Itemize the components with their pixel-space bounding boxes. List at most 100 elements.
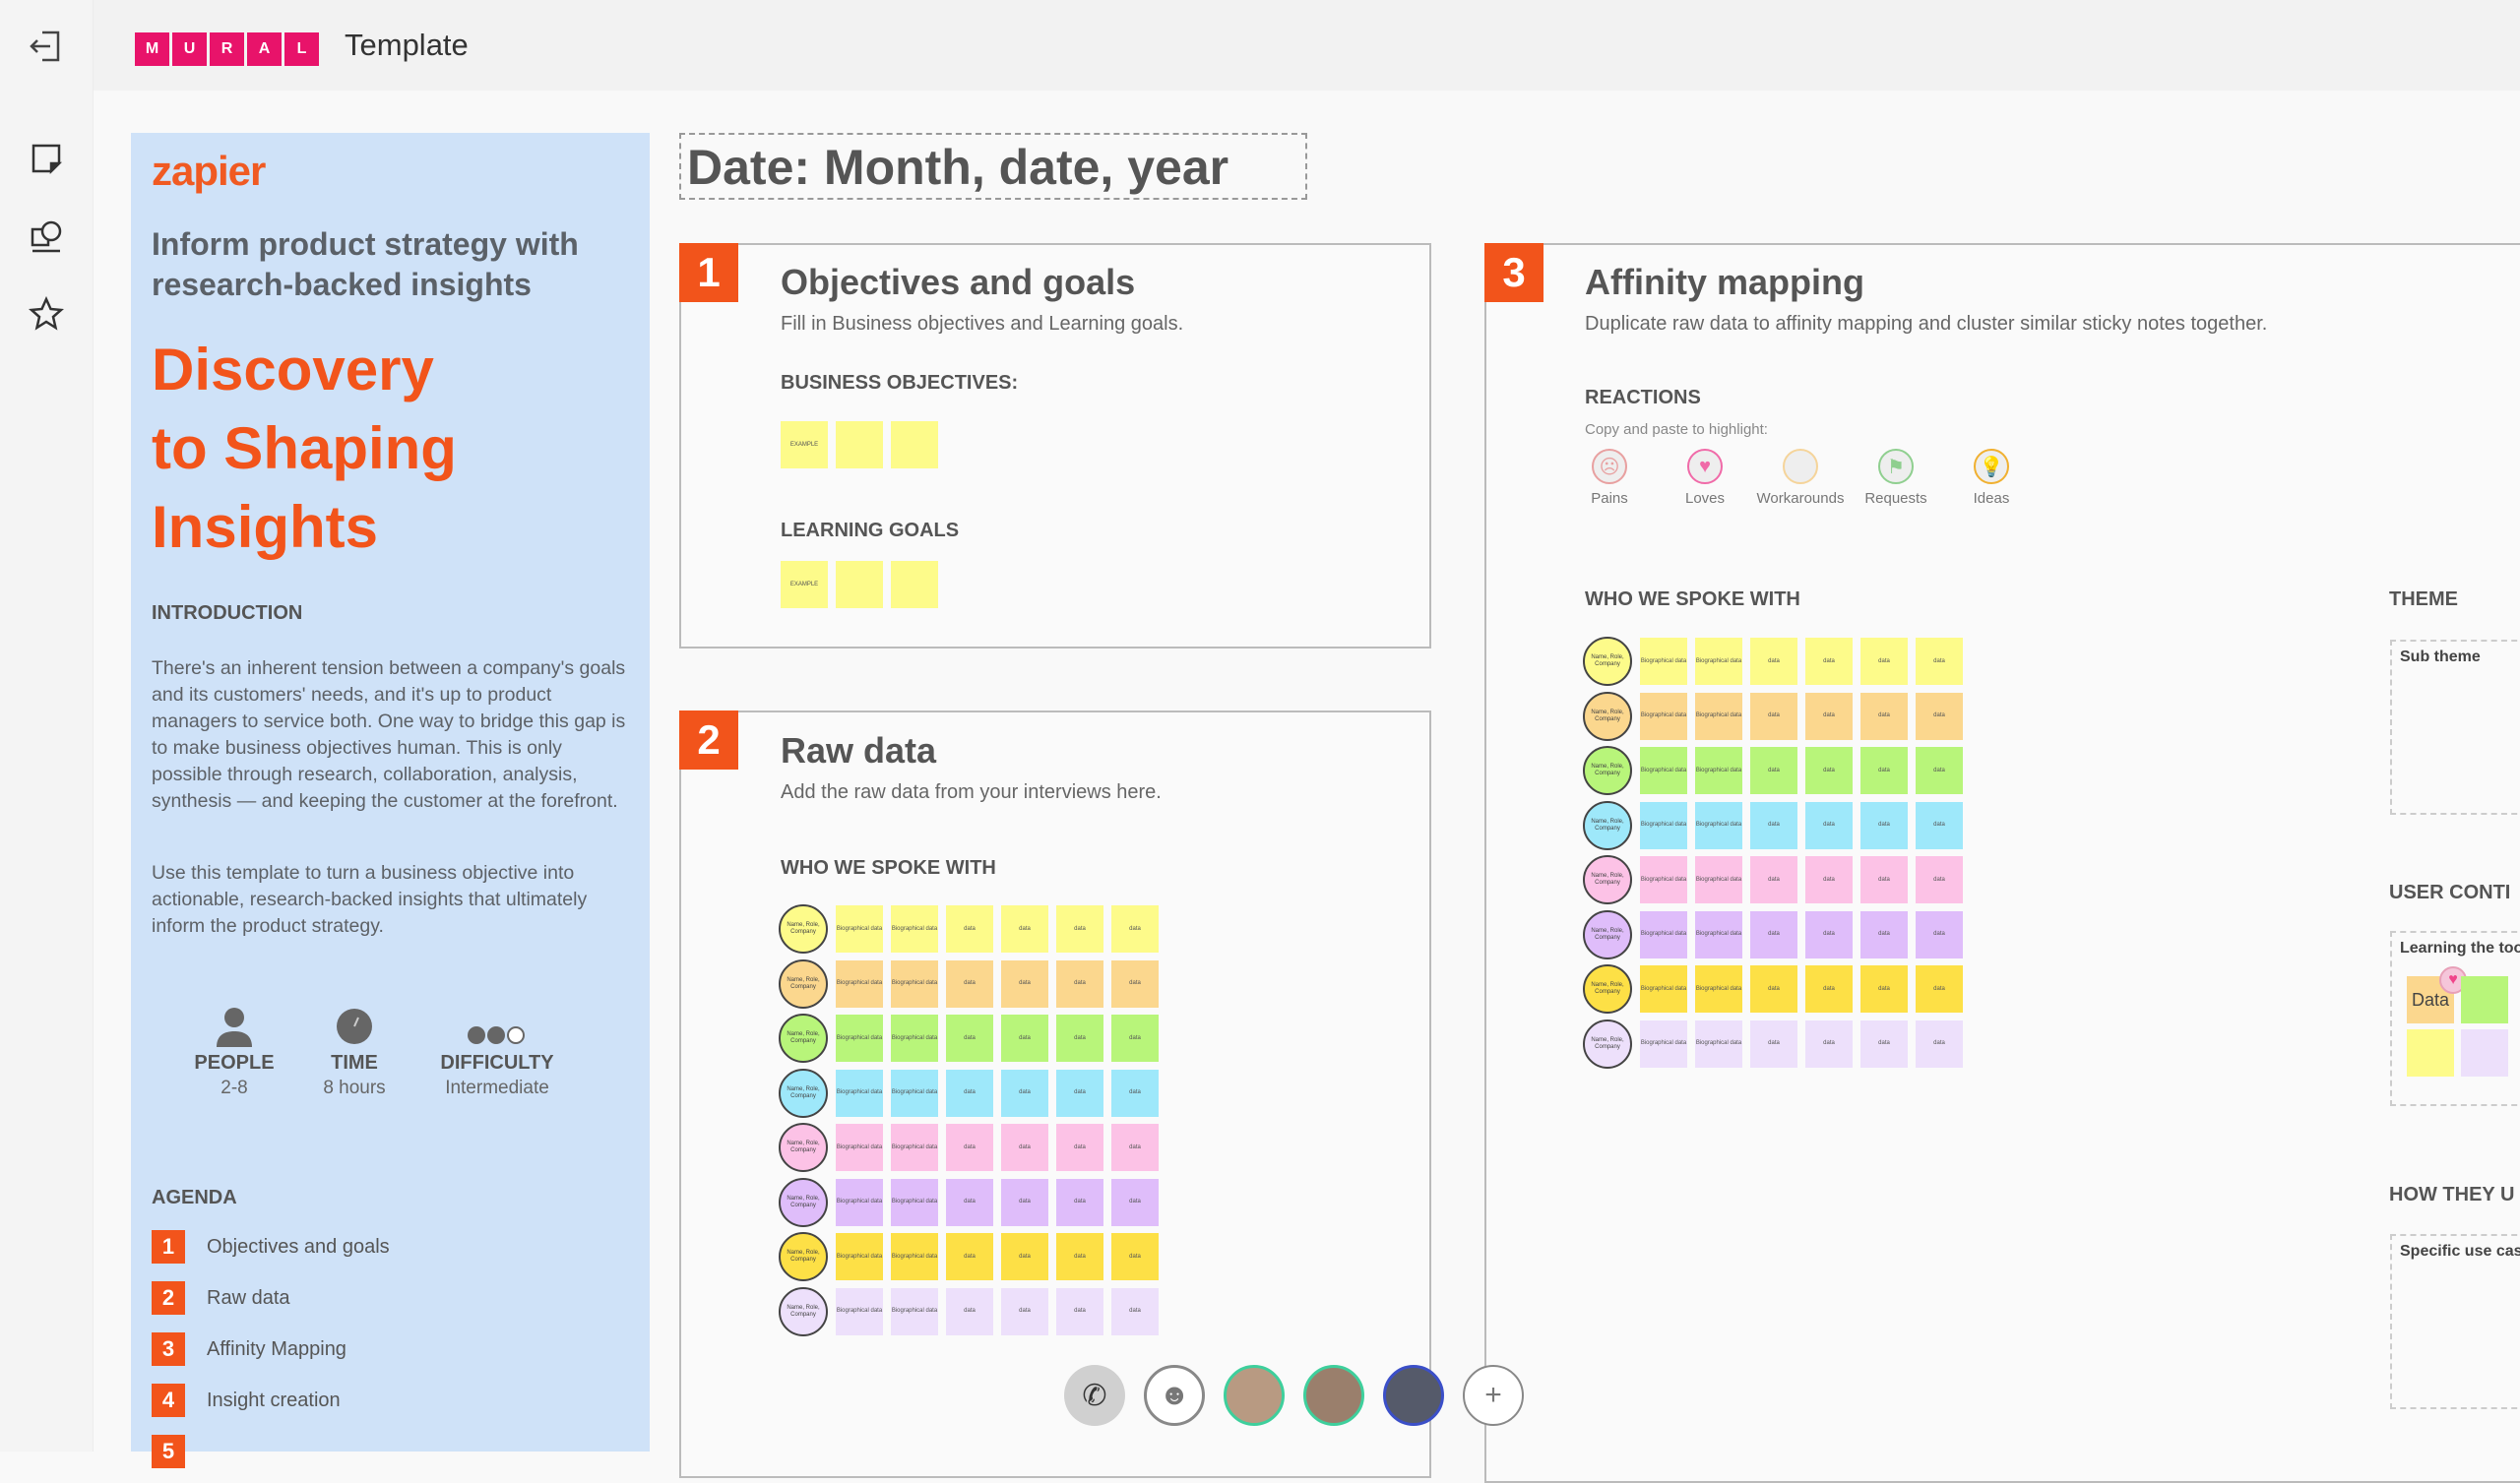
person-sticky[interactable]: Name, Role, Company: [779, 1177, 828, 1227]
bio-sticky[interactable]: Biographical data: [836, 1233, 883, 1280]
bio-sticky[interactable]: Biographical data: [1695, 856, 1742, 903]
bio-sticky[interactable]: Biographical data: [1640, 910, 1687, 958]
data-sticky[interactable]: data: [1805, 747, 1853, 794]
bio-sticky[interactable]: Biographical data: [1640, 692, 1687, 740]
data-sticky[interactable]: data: [1001, 1015, 1048, 1062]
bio-sticky[interactable]: Biographical data: [836, 905, 883, 953]
data-sticky[interactable]: data: [1860, 965, 1908, 1013]
bio-sticky[interactable]: Biographical data: [891, 959, 938, 1008]
user-context-box[interactable]: Learning the too Data ♥: [2390, 931, 2520, 1106]
data-sticky[interactable]: data: [1111, 1178, 1159, 1226]
phone-button[interactable]: ✆: [1064, 1365, 1125, 1426]
data-sticky[interactable]: data: [1056, 1233, 1103, 1280]
person-sticky[interactable]: Name, Role, Company: [779, 1014, 828, 1063]
data-sticky[interactable]: data: [946, 1124, 993, 1171]
data-sticky[interactable]: data: [1111, 1233, 1159, 1280]
data-sticky[interactable]: data: [1860, 856, 1908, 903]
agenda-item[interactable]: 3 Affinity Mapping: [152, 1332, 346, 1366]
data-sticky[interactable]: data: [1056, 1015, 1103, 1062]
bio-sticky[interactable]: Biographical data: [1640, 856, 1687, 903]
data-sticky[interactable]: data: [1750, 965, 1797, 1013]
data-sticky[interactable]: data: [1860, 638, 1908, 685]
data-sticky[interactable]: data: [1860, 747, 1908, 794]
sticky-note[interactable]: [2407, 1029, 2454, 1077]
data-sticky[interactable]: data: [1916, 747, 1963, 794]
data-sticky[interactable]: data: [1750, 638, 1797, 685]
bio-sticky[interactable]: Biographical data: [891, 1015, 938, 1062]
data-sticky[interactable]: data: [1805, 910, 1853, 958]
sticky-note[interactable]: [2461, 976, 2508, 1023]
bio-sticky[interactable]: Biographical data: [1695, 638, 1742, 685]
data-sticky[interactable]: data: [1001, 959, 1048, 1008]
data-sticky[interactable]: data: [1750, 747, 1797, 794]
data-sticky[interactable]: data: [1805, 965, 1853, 1013]
bio-sticky[interactable]: Biographical data: [1695, 1020, 1742, 1068]
data-sticky[interactable]: data: [1056, 1287, 1103, 1335]
avatar[interactable]: [1224, 1365, 1285, 1426]
board-title[interactable]: Template: [345, 28, 469, 62]
bio-sticky[interactable]: Biographical data: [1695, 692, 1742, 740]
avatar[interactable]: [1383, 1365, 1444, 1426]
bio-sticky[interactable]: Biographical data: [836, 1287, 883, 1335]
bio-sticky[interactable]: Biographical data: [891, 1069, 938, 1117]
person-sticky[interactable]: Name, Role, Company: [779, 904, 828, 954]
bio-sticky[interactable]: Biographical data: [1640, 965, 1687, 1013]
reaction-ideas[interactable]: 💡 Ideas: [1947, 449, 2036, 507]
bio-sticky[interactable]: Biographical data: [1695, 801, 1742, 849]
bio-sticky[interactable]: Biographical data: [891, 1124, 938, 1171]
person-sticky[interactable]: Name, Role, Company: [779, 1232, 828, 1281]
bio-sticky[interactable]: Biographical data: [836, 1069, 883, 1117]
sub-theme-box[interactable]: Sub theme: [2390, 640, 2520, 815]
data-sticky[interactable]: data: [1750, 692, 1797, 740]
data-sticky[interactable]: data: [1750, 856, 1797, 903]
sticky-note[interactable]: [836, 421, 883, 468]
data-sticky[interactable]: data: [1001, 905, 1048, 953]
person-sticky[interactable]: Name, Role, Company: [1583, 800, 1632, 850]
person-sticky[interactable]: Name, Role, Company: [1583, 1019, 1632, 1069]
sticky-note[interactable]: [836, 561, 883, 608]
use-case-box[interactable]: Specific use case: [2390, 1234, 2520, 1409]
data-sticky[interactable]: data: [1111, 1015, 1159, 1062]
data-sticky[interactable]: data: [1916, 856, 1963, 903]
data-sticky[interactable]: data: [946, 1178, 993, 1226]
data-sticky[interactable]: data: [1860, 910, 1908, 958]
data-sticky[interactable]: data: [1860, 692, 1908, 740]
bio-sticky[interactable]: Biographical data: [891, 1233, 938, 1280]
data-sticky[interactable]: data: [1860, 801, 1908, 849]
reaction-pains[interactable]: ☹ Pains: [1565, 449, 1654, 507]
data-sticky[interactable]: data: [1111, 1069, 1159, 1117]
data-sticky[interactable]: data: [1805, 638, 1853, 685]
bio-sticky[interactable]: Biographical data: [836, 1124, 883, 1171]
bio-sticky[interactable]: Biographical data: [891, 1287, 938, 1335]
avatar[interactable]: [1303, 1365, 1364, 1426]
data-sticky[interactable]: data: [1805, 801, 1853, 849]
bio-sticky[interactable]: Biographical data: [1695, 965, 1742, 1013]
data-sticky[interactable]: data: [946, 1233, 993, 1280]
reaction-workarounds[interactable]: Workarounds: [1756, 449, 1845, 507]
sticky-note-icon[interactable]: [26, 138, 67, 179]
person-sticky[interactable]: Name, Role, Company: [1583, 637, 1632, 686]
data-sticky[interactable]: data: [1750, 1020, 1797, 1068]
agenda-item[interactable]: 5: [152, 1435, 207, 1468]
sticky-note[interactable]: EXAMPLE: [781, 561, 828, 608]
person-sticky[interactable]: Name, Role, Company: [779, 1286, 828, 1336]
data-sticky[interactable]: data: [946, 1015, 993, 1062]
reaction-requests[interactable]: ⚑ Requests: [1852, 449, 1940, 507]
data-sticky[interactable]: data: [1805, 856, 1853, 903]
exit-icon[interactable]: [26, 26, 67, 67]
data-sticky[interactable]: data: [1750, 910, 1797, 958]
data-sticky[interactable]: data: [1001, 1178, 1048, 1226]
data-sticky[interactable]: data: [946, 1287, 993, 1335]
person-sticky[interactable]: Name, Role, Company: [1583, 746, 1632, 795]
bio-sticky[interactable]: Biographical data: [1640, 801, 1687, 849]
reaction-loves[interactable]: ♥ Loves: [1661, 449, 1749, 507]
data-sticky[interactable]: data: [1860, 1020, 1908, 1068]
person-sticky[interactable]: Name, Role, Company: [1583, 909, 1632, 959]
data-sticky[interactable]: data: [1001, 1069, 1048, 1117]
data-sticky[interactable]: data: [1805, 1020, 1853, 1068]
data-sticky[interactable]: data: [1056, 905, 1103, 953]
add-collaborator-button[interactable]: +: [1463, 1365, 1524, 1426]
star-icon[interactable]: [26, 293, 67, 335]
data-sticky[interactable]: data: [1916, 910, 1963, 958]
